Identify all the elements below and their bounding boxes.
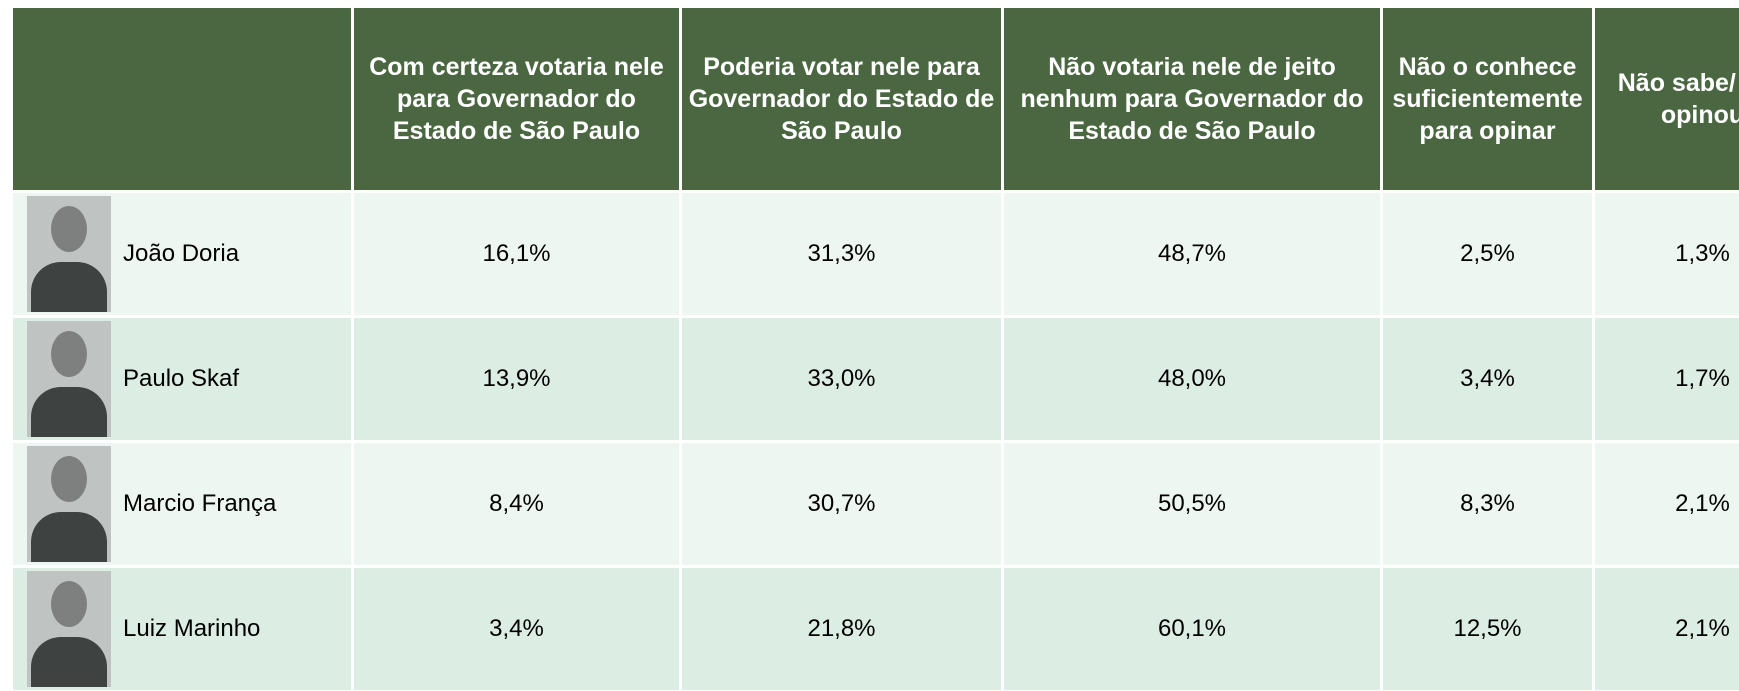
value-cell: 1,7% <box>1594 317 1739 442</box>
value-cell: 2,1% <box>1594 442 1739 567</box>
value-cell: 21,8% <box>681 567 1003 691</box>
name-wrap: Luiz Marinho <box>13 571 351 687</box>
value-cell: 33,0% <box>681 317 1003 442</box>
row: João Doria 16,1%31,3%48,7%2,5%1,3% <box>12 192 1739 317</box>
value-cell: 60,1% <box>1003 567 1382 691</box>
value-cell: 13,9% <box>353 317 681 442</box>
photo-body <box>31 637 107 687</box>
photo-head <box>51 331 87 377</box>
photo-head <box>51 581 87 627</box>
name-wrap: Marcio França <box>13 446 351 562</box>
results-table: Com certeza votaria nele para Governador… <box>10 8 1739 691</box>
candidate-name: Marcio França <box>123 490 276 518</box>
photo-body <box>31 512 107 562</box>
value-cell: 8,4% <box>353 442 681 567</box>
row: Luiz Marinho 3,4%21,8%60,1%12,5%2,1% <box>12 567 1739 691</box>
column-header: Não votaria nele de jeito nenhum para Go… <box>1003 8 1382 192</box>
name-cell: Luiz Marinho <box>12 567 353 691</box>
value-cell: 50,5% <box>1003 442 1382 567</box>
value-cell: 8,3% <box>1382 442 1594 567</box>
name-cell: Marcio França <box>12 442 353 567</box>
value-cell: 3,4% <box>353 567 681 691</box>
candidate-photo <box>27 571 111 687</box>
candidate-photo <box>27 321 111 437</box>
column-header: Não o conhece suficientemente para opina… <box>1382 8 1594 192</box>
value-cell: 48,0% <box>1003 317 1382 442</box>
photo-body <box>31 262 107 312</box>
name-cell: João Doria <box>12 192 353 317</box>
candidate-name: Luiz Marinho <box>123 615 260 643</box>
name-wrap: João Doria <box>13 196 351 312</box>
candidate-photo <box>27 196 111 312</box>
value-cell: 12,5% <box>1382 567 1594 691</box>
row: Paulo Skaf 13,9%33,0%48,0%3,4%1,7% <box>12 317 1739 442</box>
candidate-name: João Doria <box>123 240 239 268</box>
page: Com certeza votaria nele para Governador… <box>0 0 1739 691</box>
value-cell: 3,4% <box>1382 317 1594 442</box>
row: Marcio França 8,4%30,7%50,5%8,3%2,1% <box>12 442 1739 567</box>
value-cell: 2,1% <box>1594 567 1739 691</box>
photo-head <box>51 206 87 252</box>
candidate-photo <box>27 446 111 562</box>
name-cell: Paulo Skaf <box>12 317 353 442</box>
value-cell: 30,7% <box>681 442 1003 567</box>
candidate-name: Paulo Skaf <box>123 365 239 393</box>
value-cell: 1,3% <box>1594 192 1739 317</box>
photo-body <box>31 387 107 437</box>
name-wrap: Paulo Skaf <box>13 321 351 437</box>
column-header: Não sabe/ não opinou <box>1594 8 1739 192</box>
column-header: Poderia votar nele para Governador do Es… <box>681 8 1003 192</box>
corner-cell <box>12 8 353 192</box>
header-row: Com certeza votaria nele para Governador… <box>12 8 1739 192</box>
value-cell: 2,5% <box>1382 192 1594 317</box>
value-cell: 31,3% <box>681 192 1003 317</box>
photo-head <box>51 456 87 502</box>
value-cell: 48,7% <box>1003 192 1382 317</box>
column-header: Com certeza votaria nele para Governador… <box>353 8 681 192</box>
value-cell: 16,1% <box>353 192 681 317</box>
